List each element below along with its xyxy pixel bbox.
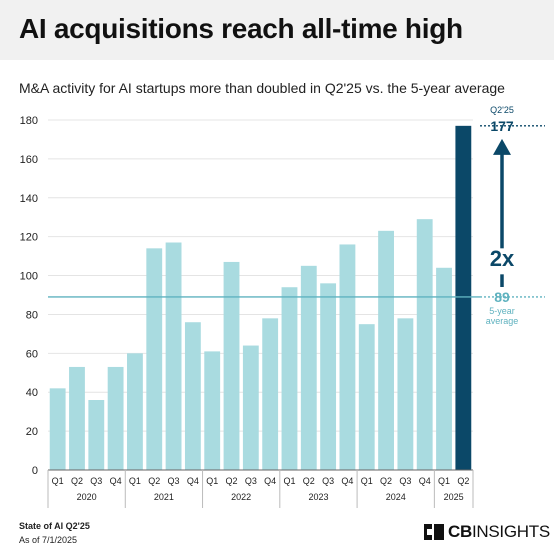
bar: [416, 219, 433, 470]
y-tick-label: 40: [26, 387, 38, 399]
bar: [69, 366, 85, 470]
y-tick-label: 20: [26, 426, 38, 438]
x-tick-label: Q4: [264, 476, 276, 486]
x-tick-label: Q2: [148, 476, 160, 486]
bar: [223, 261, 240, 470]
year-label: 2024: [386, 492, 406, 502]
bar-highlight: [455, 125, 472, 470]
bar: [436, 267, 452, 470]
callout-period-label: Q2'25: [490, 105, 514, 115]
x-tick-label: Q1: [129, 476, 141, 486]
y-tick-label: 80: [26, 309, 38, 321]
bar: [88, 400, 105, 470]
bar: [320, 283, 337, 470]
bar: [49, 388, 66, 470]
cbinsights-logo-icon: [424, 524, 444, 540]
x-tick-label: Q4: [341, 476, 353, 486]
bar: [397, 318, 414, 470]
x-tick-label: Q3: [168, 476, 180, 486]
year-label: 2020: [77, 492, 97, 502]
y-tick-label: 0: [32, 465, 38, 477]
bar: [300, 265, 317, 470]
page-title: AI acquisitions reach all-time high: [19, 13, 463, 44]
bar: [378, 230, 394, 470]
growth-arrow-head: [493, 138, 511, 155]
x-tick-label: Q1: [361, 476, 373, 486]
x-tick-label: Q1: [52, 476, 64, 486]
y-tick-label: 140: [20, 193, 38, 205]
x-tick-label: Q3: [399, 476, 411, 486]
x-tick-label: Q1: [438, 476, 450, 486]
bar: [339, 244, 356, 470]
x-tick-label: Q1: [283, 476, 295, 486]
x-tick-label: Q3: [245, 476, 257, 486]
x-tick-label: Q4: [187, 476, 199, 486]
year-label: 2025: [444, 492, 464, 502]
x-tick-label: Q2: [303, 476, 315, 486]
year-label: 2021: [154, 492, 174, 502]
title-band: [0, 0, 554, 60]
x-tick-label: Q1: [206, 476, 218, 486]
chart-subtitle: M&A activity for AI startups more than d…: [19, 80, 505, 96]
bar: [107, 366, 124, 470]
bar: [184, 322, 201, 470]
x-tick-label: Q3: [322, 476, 334, 486]
y-tick-label: 120: [20, 232, 38, 244]
average-caption: 5-year: [489, 306, 515, 316]
y-tick-label: 180: [20, 115, 38, 127]
y-tick-label: 100: [20, 271, 38, 283]
x-tick-label: Q4: [110, 476, 122, 486]
bar: [165, 242, 182, 470]
x-tick-label: Q3: [90, 476, 102, 486]
report-name: State of AI Q2'25: [19, 521, 90, 531]
bar: [262, 318, 279, 470]
bar: [281, 287, 298, 470]
bar: [146, 248, 163, 470]
x-tick-label: Q2: [457, 476, 469, 486]
average-value-label: 89: [494, 289, 510, 305]
average-caption: average: [486, 316, 519, 326]
x-tick-label: Q4: [419, 476, 431, 486]
bar: [127, 353, 143, 470]
y-tick-label: 160: [20, 154, 38, 166]
y-tick-label: 60: [26, 348, 38, 360]
as-of-date: As of 7/1/2025: [19, 535, 78, 545]
x-tick-label: Q2: [71, 476, 83, 486]
bar: [358, 324, 375, 470]
logo-text: CBINSIGHTS: [448, 522, 550, 541]
bar: [204, 351, 221, 470]
callout-value-label: 177: [490, 118, 514, 134]
multiplier-label: 2x: [490, 246, 515, 271]
cbinsights-logo: CBINSIGHTS: [424, 522, 550, 542]
year-label: 2022: [231, 492, 251, 502]
x-tick-label: Q2: [380, 476, 392, 486]
x-tick-label: Q2: [226, 476, 238, 486]
multiplier-label-background: [487, 248, 517, 275]
year-label: 2023: [308, 492, 328, 502]
bar: [242, 345, 259, 470]
